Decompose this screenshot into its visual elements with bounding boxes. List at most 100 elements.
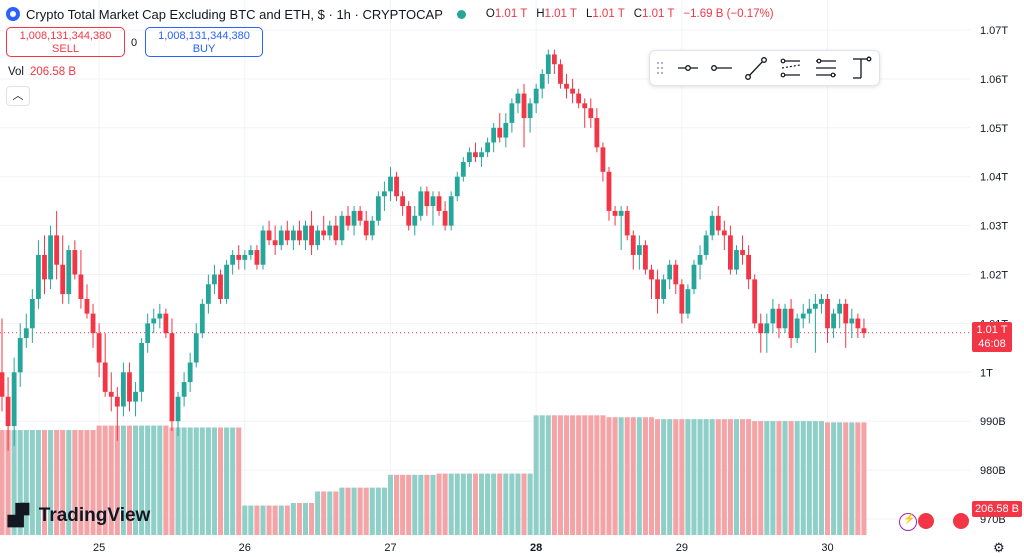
volume-bar [108, 425, 114, 535]
volume-bar [321, 491, 327, 535]
candle-body [272, 240, 278, 246]
volume-bar [824, 422, 831, 535]
candle-body [582, 103, 588, 109]
volume-bar [667, 419, 673, 535]
candle-body [114, 396, 120, 407]
time-axis[interactable]: 25 26 27 28 29 30 [93, 542, 834, 554]
candle-body [855, 318, 861, 329]
candle-body [388, 176, 393, 192]
candle-body [588, 108, 594, 119]
volume-bar [466, 473, 472, 535]
volume-bar [351, 487, 357, 535]
candle-body [157, 313, 163, 319]
candle-body [278, 230, 284, 246]
volume-bar [794, 421, 800, 535]
candle-body [333, 225, 339, 241]
candle-body [721, 230, 727, 236]
time-tick-label: 26 [239, 542, 251, 554]
cryptocap-logo-icon [6, 7, 20, 21]
volume-bar [600, 415, 606, 535]
volume-bar [248, 505, 254, 535]
volume-bar [17, 430, 23, 535]
candle-body [175, 396, 181, 422]
price-range-tool-icon[interactable] [853, 56, 872, 79]
drag-handle-icon[interactable] [656, 61, 664, 75]
candle-body [837, 303, 843, 314]
candle-body [406, 206, 412, 226]
candle-body [576, 93, 582, 104]
candle-body [23, 328, 29, 339]
symbol-title[interactable]: Crypto Total Market Cap Excluding BTC an… [26, 6, 443, 22]
candle-body [127, 372, 132, 402]
sell-label: SELL [52, 43, 79, 55]
candle-body [861, 328, 867, 334]
candle-body [503, 122, 509, 138]
volume-bar [539, 415, 545, 535]
candle-body [339, 215, 345, 241]
candle-body [351, 210, 357, 226]
sell-button[interactable]: 1,008,131,344,380 SELL [6, 27, 125, 57]
sell-price: 1,008,131,344,380 [19, 30, 112, 42]
candle-body [394, 176, 399, 197]
horizontal-ray-tool-icon[interactable] [711, 65, 732, 71]
watermark-text: TradingView [38, 504, 151, 526]
volume-bar [594, 415, 600, 535]
candle-body [369, 220, 375, 236]
candle-body [236, 254, 242, 260]
volume-bar [278, 505, 284, 535]
candle-body [321, 230, 327, 236]
us-flag-event-icon[interactable] [953, 513, 969, 529]
candle-body [66, 250, 72, 295]
us-flag-event-icon[interactable] [918, 513, 934, 529]
price-axis[interactable]: 1.07T1.06T1.05T1.04T1.03T1.02T1.01T1T990… [980, 25, 1008, 526]
volume-bar [266, 505, 272, 535]
volume-bar [126, 425, 133, 535]
volume-bar [642, 417, 648, 535]
volume-bar [54, 430, 60, 535]
fib-retracement-tool-icon[interactable] [816, 58, 836, 78]
tradingview-watermark[interactable]: ▟▘ TradingView [8, 503, 150, 528]
market-status-icon [456, 9, 466, 19]
parallel-channel-tool-icon[interactable] [780, 58, 801, 78]
candle-body [169, 333, 175, 422]
volume-bar [679, 419, 685, 535]
candle-body [29, 298, 35, 329]
volume-bar [709, 419, 715, 535]
collapse-legend-button[interactable]: ︿ [6, 86, 30, 106]
volume-bar [345, 487, 351, 535]
candle-body [709, 215, 715, 236]
spread-value: 0 [131, 37, 138, 49]
horizontal-line-tool-icon[interactable] [678, 65, 698, 71]
volume-bar [545, 415, 551, 535]
volume-bar [448, 473, 454, 535]
candle-body [746, 254, 752, 280]
candle-body [788, 308, 794, 339]
volume-bar [272, 505, 278, 535]
volume-legend[interactable]: Vol 206.58 B [8, 66, 76, 78]
volume-bar [606, 417, 612, 535]
high-key: H [536, 8, 545, 20]
candle-body [363, 220, 369, 236]
candle-body [78, 274, 84, 299]
volume-bar [800, 421, 806, 535]
candle-body [794, 318, 800, 339]
volume-bar [193, 427, 199, 535]
candle-body [545, 54, 551, 75]
candle-body [551, 54, 557, 65]
buy-button[interactable]: 1,008,131,344,380 BUY [145, 27, 263, 57]
candle-body [436, 196, 442, 211]
lightning-event-icon[interactable] [899, 513, 917, 531]
volume-bar [35, 430, 41, 535]
gear-icon[interactable]: ⚙ [993, 540, 1005, 555]
candle-body [491, 127, 497, 143]
volume-bar [746, 419, 752, 535]
buy-price: 1,008,131,344,380 [158, 30, 250, 42]
volume-bar [491, 473, 497, 535]
candle-body [521, 93, 527, 119]
volume-bar [296, 503, 302, 535]
volume-bar [400, 474, 406, 535]
trend-line-tool-icon[interactable] [745, 57, 767, 80]
volume-bar [843, 422, 849, 535]
volume-bar [782, 421, 788, 535]
